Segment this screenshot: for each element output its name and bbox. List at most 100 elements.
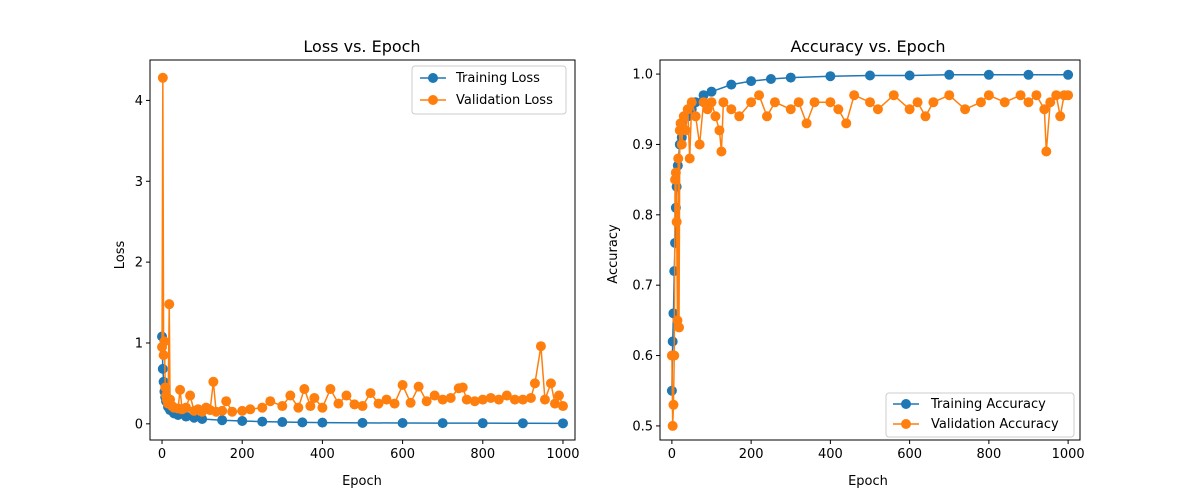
- accuracy-legend-validation-label: Validation Accuracy: [931, 417, 1059, 432]
- loss-validation-point: [477, 394, 488, 405]
- loss-validation-point: [437, 394, 448, 405]
- loss-training-point: [357, 417, 368, 428]
- accuracy-validation-point: [670, 167, 681, 178]
- accuracy-ticks: 0 200 400 600 800 1000 0.5 0.6 0.7 0.8 0.9 1.0: [632, 68, 1084, 462]
- loss-validation-point: [373, 398, 384, 409]
- accuracy-validation-point: [716, 146, 727, 157]
- accuracy-x-tick-label: 0: [668, 447, 676, 462]
- accuracy-legend-training-marker: [901, 399, 911, 409]
- loss-x-tick-label: 0: [158, 447, 166, 462]
- loss-training-point: [257, 416, 268, 427]
- loss-y-axis-label: Loss: [113, 241, 128, 270]
- loss-chart-title: Loss vs. Epoch: [303, 37, 420, 56]
- loss-validation-point: [285, 390, 296, 401]
- accuracy-validation-point: [684, 153, 695, 164]
- loss-y-tick-label: 3: [135, 175, 143, 190]
- accuracy-validation-point: [718, 97, 729, 108]
- loss-validation-point: [257, 402, 268, 413]
- accuracy-validation-point: [872, 104, 883, 115]
- accuracy-validation-point: [674, 322, 685, 333]
- loss-training-point: [477, 418, 488, 429]
- loss-y-tick-label: 2: [135, 256, 143, 271]
- loss-plot-frame: [149, 59, 576, 441]
- loss-validation-point: [317, 402, 328, 413]
- accuracy-validation-point: [849, 90, 860, 101]
- accuracy-validation-point: [673, 153, 684, 164]
- loss-validation-point: [461, 394, 472, 405]
- loss-validation-point: [237, 405, 248, 416]
- loss-validation-point: [501, 390, 512, 401]
- loss-validation-point: [341, 390, 352, 401]
- loss-validation-point: [293, 402, 304, 413]
- loss-training-point: [237, 416, 248, 426]
- loss-legend-box: [411, 65, 567, 115]
- loss-validation-point: [159, 336, 170, 347]
- loss-legend-training-label: Training Loss: [455, 71, 540, 86]
- accuracy-validation-point: [801, 118, 812, 129]
- loss-training-point: [317, 417, 328, 428]
- loss-validation-point: [265, 396, 276, 407]
- loss-y-tick-label: 1: [135, 336, 143, 351]
- loss-x-tick-label: 600: [390, 447, 415, 462]
- accuracy-series: [666, 69, 1074, 431]
- loss-training-point: [189, 412, 200, 423]
- accuracy-x-tick-label: 200: [739, 447, 764, 462]
- loss-validation-point: [227, 406, 238, 417]
- loss-validation-point: [553, 390, 564, 401]
- loss-y-tick-label: 0: [135, 417, 143, 432]
- loss-validation-point: [539, 394, 550, 405]
- loss-validation-point: [305, 401, 316, 412]
- loss-validation-point: [158, 350, 169, 361]
- accuracy-x-axis-label: Epoch: [848, 474, 888, 489]
- loss-validation-point: [381, 394, 392, 405]
- loss-validation-point: [429, 390, 440, 401]
- accuracy-validation-point: [975, 97, 986, 108]
- loss-validation-point: [299, 384, 310, 395]
- accuracy-validation-point: [746, 97, 757, 108]
- loss-legend-validation-marker: [428, 95, 438, 105]
- accuracy-validation-point: [1055, 111, 1066, 122]
- accuracy-validation-point: [1041, 146, 1052, 157]
- loss-validation-point: [421, 396, 432, 407]
- accuracy-validation-point: [944, 90, 955, 101]
- accuracy-y-tick-label: 0.6: [632, 349, 653, 364]
- loss-validation-point: [457, 382, 468, 393]
- accuracy-training-point: [667, 336, 678, 347]
- accuracy-validation-point: [1031, 90, 1042, 101]
- loss-validation-point: [545, 378, 556, 389]
- loss-training-point: [277, 417, 288, 428]
- loss-training-point: [557, 418, 568, 429]
- loss-legend: Training Loss Validation Loss: [411, 65, 567, 115]
- loss-validation-point: [413, 381, 424, 392]
- loss-training-point: [437, 418, 448, 429]
- accuracy-validation-point: [1045, 97, 1056, 108]
- accuracy-training-point: [698, 90, 709, 101]
- accuracy-validation-point: [680, 125, 691, 136]
- accuracy-training-point: [785, 72, 796, 83]
- accuracy-x-tick-label: 600: [897, 447, 922, 462]
- loss-validation-point: [365, 388, 376, 399]
- accuracy-validation-point: [841, 118, 852, 129]
- loss-validation-point: [485, 392, 496, 403]
- loss-training-point: [181, 411, 192, 422]
- loss-validation-point: [549, 398, 560, 409]
- accuracy-y-tick-label: 0.7: [632, 279, 653, 294]
- accuracy-validation-point: [928, 97, 939, 108]
- accuracy-training-point: [726, 79, 737, 90]
- loss-validation-point: [469, 396, 480, 407]
- accuracy-validation-point: [912, 97, 923, 108]
- loss-validation-point: [517, 394, 528, 405]
- accuracy-validation-point: [960, 104, 971, 115]
- loss-validation-point: [405, 397, 416, 408]
- accuracy-validation-point: [904, 104, 915, 115]
- accuracy-training-point: [1063, 69, 1074, 80]
- accuracy-validation-point: [706, 97, 717, 108]
- accuracy-validation-point: [983, 90, 994, 101]
- loss-training-point: [517, 418, 528, 429]
- loss-legend-validation-label: Validation Loss: [456, 93, 553, 108]
- accuracy-validation-point: [726, 104, 737, 115]
- accuracy-validation-point: [833, 104, 844, 115]
- accuracy-legend-box: [885, 392, 1075, 438]
- accuracy-training-point: [706, 86, 717, 97]
- loss-x-tick-label: 800: [470, 447, 495, 462]
